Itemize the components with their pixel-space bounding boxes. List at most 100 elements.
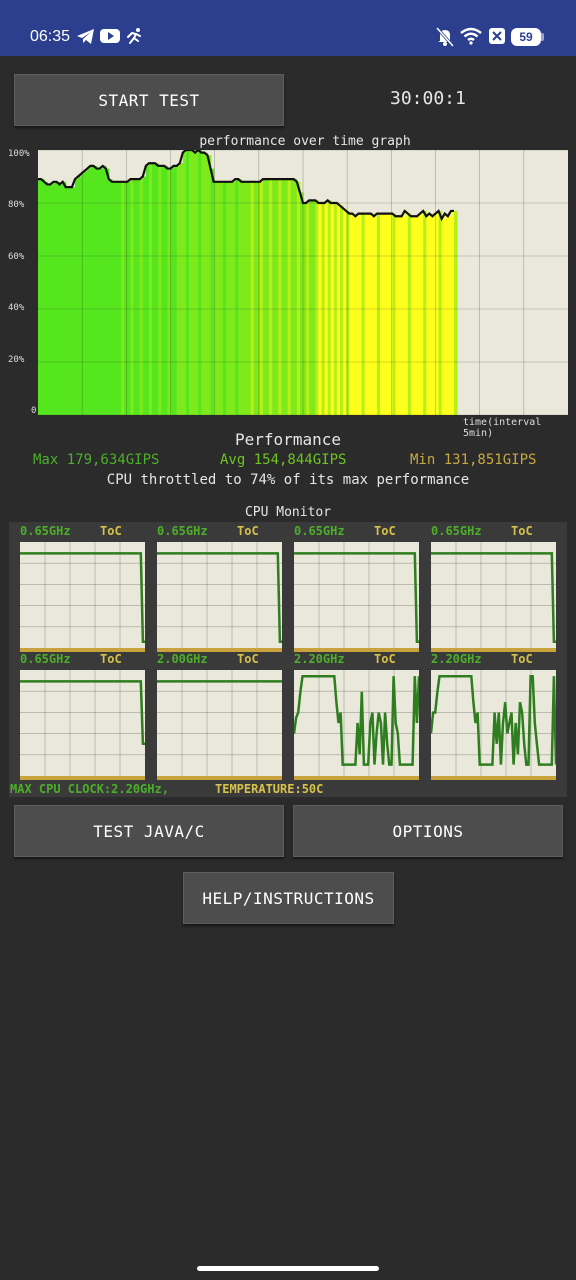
battery-tip (541, 33, 544, 41)
cpu-core-chart (157, 542, 282, 652)
core-baseline (294, 648, 419, 652)
core-temperature-label: ToC (237, 524, 259, 538)
performance-bar (56, 181, 61, 415)
y-tick-label: 40% (8, 303, 25, 313)
performance-bar (192, 150, 196, 415)
gesture-nav-bar[interactable] (197, 1266, 379, 1271)
performance-bar (185, 150, 190, 415)
performance-bar (444, 213, 449, 415)
performance-bar (84, 171, 88, 415)
performance-bar (355, 216, 360, 415)
core-temperature-label: ToC (100, 652, 122, 666)
performance-bar (432, 216, 437, 415)
cpu-core-chart (20, 542, 145, 652)
performance-bar (290, 179, 295, 415)
core-frequency-label: 2.20GHz (294, 652, 345, 666)
performance-bar (133, 179, 138, 415)
performance-bar (219, 181, 224, 415)
cpu-core-graph (294, 542, 419, 652)
performance-bar (41, 179, 45, 415)
core-frequency-trace (294, 552, 419, 644)
performance-bar (176, 165, 181, 415)
performance-bar (370, 213, 375, 415)
performance-bar (413, 216, 418, 415)
performance-bar (398, 216, 403, 415)
performance-bar (253, 181, 258, 415)
performance-bar (225, 181, 230, 415)
help-instructions-button[interactable]: HELP/INSTRUCTIONS (183, 872, 394, 924)
performance-bar (142, 176, 147, 415)
performance-bar (127, 181, 132, 415)
core-frequency-label: 0.65GHz (431, 524, 482, 538)
core-frequency-label: 0.65GHz (294, 524, 345, 538)
performance-bar (108, 179, 113, 415)
performance-bar (404, 210, 409, 415)
performance-bar (321, 203, 326, 415)
cpu-core-chart (20, 670, 145, 780)
start-test-button[interactable]: START TEST (14, 74, 284, 126)
core-baseline (20, 648, 145, 652)
options-button[interactable]: OPTIONS (293, 805, 563, 857)
performance-bar (401, 216, 406, 415)
performance-bar (447, 216, 452, 415)
performance-bar (315, 200, 320, 415)
core-frequency-trace (20, 552, 145, 644)
core-baseline (157, 776, 282, 780)
performance-bar (87, 168, 91, 415)
cpu-core-graph (157, 542, 282, 652)
performance-bar (454, 210, 458, 415)
performance-bar (395, 216, 400, 415)
performance-bar (429, 213, 434, 415)
y-tick-label: 100% (8, 149, 30, 159)
core-temperature-label: ToC (511, 652, 533, 666)
core-frequency-label: 0.65GHz (20, 524, 71, 538)
performance-bar (78, 176, 82, 415)
status-bar: 06:35 59 (0, 0, 576, 56)
performance-bar (330, 203, 335, 415)
performance-bar (93, 165, 98, 415)
performance-bar (256, 181, 261, 415)
performance-bar (158, 165, 162, 415)
x-axis-label: time(interval 5min) (463, 417, 542, 439)
performance-bar (241, 181, 246, 415)
graph-title: performance over time graph (199, 134, 411, 149)
performance-bar (358, 213, 363, 415)
performance-bar (450, 210, 455, 415)
performance-bar (272, 179, 276, 415)
y-tick-label: 80% (8, 200, 25, 210)
performance-bar (81, 173, 85, 415)
performance-bar (336, 203, 341, 415)
cpu-core-graph (429, 670, 558, 780)
performance-bar (148, 163, 153, 415)
test-timer: 30:00:1 (390, 88, 466, 109)
performance-bar (121, 181, 125, 415)
min-performance: Min 131,851GIPS (410, 452, 537, 468)
performance-bar (62, 181, 67, 415)
performance-bar (213, 181, 218, 415)
y-tick-label: 60% (8, 252, 25, 262)
performance-bar (222, 181, 227, 415)
cpu-core-graph (292, 670, 421, 780)
core-frequency-trace (20, 680, 145, 746)
performance-bar (333, 203, 338, 415)
performance-bar (105, 168, 110, 415)
core-frequency-label: 2.00GHz (157, 652, 208, 666)
x-icon (489, 28, 505, 44)
performance-bar (287, 179, 292, 415)
performance-bar (232, 181, 236, 415)
performance-bar (364, 213, 369, 415)
performance-bar (339, 205, 344, 415)
core-temperature-label: ToC (511, 524, 533, 538)
performance-bar (266, 179, 270, 415)
performance-bar (210, 168, 215, 415)
y-tick-label: 0 (31, 406, 37, 416)
core-frequency-trace (157, 552, 282, 644)
performance-bar (68, 187, 73, 415)
test-java-c-button[interactable]: TEST JAVA/C (14, 805, 284, 857)
performance-bar (139, 179, 144, 415)
performance-bar (179, 163, 184, 415)
wifi-icon (460, 27, 482, 45)
core-temperature-label: ToC (374, 524, 396, 538)
performance-bar (145, 165, 150, 415)
performance-bar (417, 216, 421, 415)
